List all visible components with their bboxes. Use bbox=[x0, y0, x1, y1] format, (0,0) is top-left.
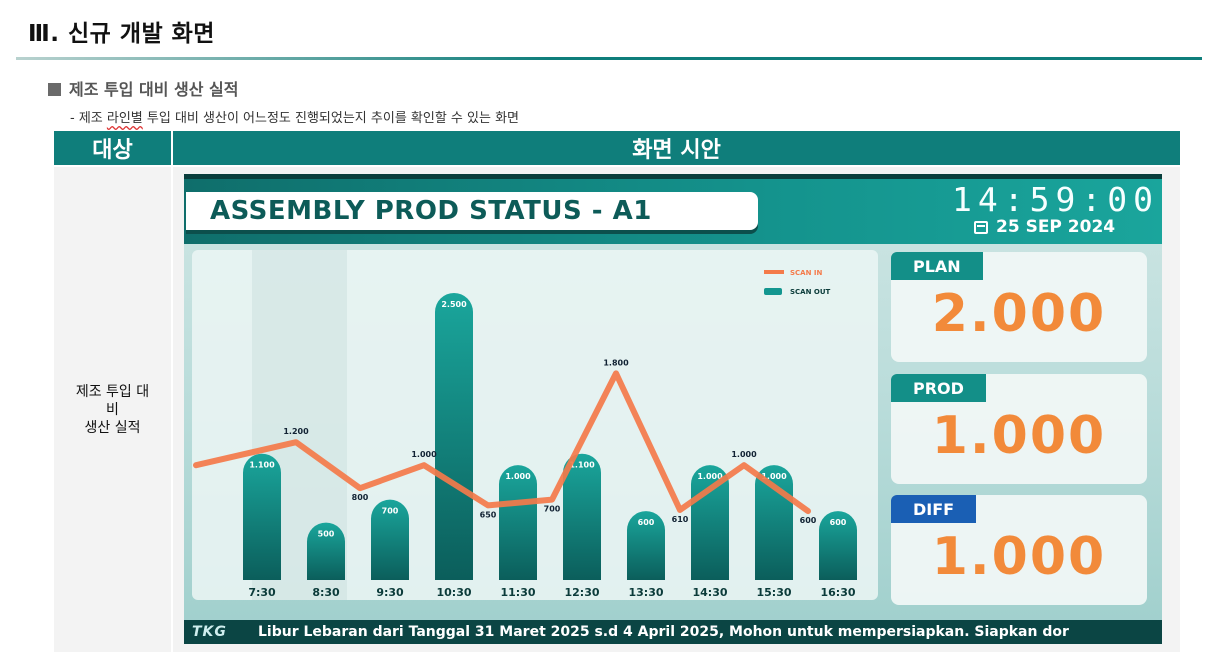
description: - 제조 라인별 투입 대비 생산이 어느정도 진행되었는지 추이를 확인할 수… bbox=[70, 107, 519, 126]
plan-label: PLAN bbox=[891, 252, 983, 280]
bar-16:30 bbox=[819, 511, 857, 580]
bar-8:30 bbox=[307, 522, 345, 580]
target-line-2: 비 bbox=[106, 401, 119, 418]
dashboard-clock: 14:59:00 bbox=[952, 180, 1159, 219]
dashboard-title: ASSEMBLY PROD STATUS - A1 bbox=[186, 192, 758, 230]
date-text: 25 SEP 2024 bbox=[996, 217, 1116, 237]
bar-15:30 bbox=[755, 465, 793, 580]
bar-11:30 bbox=[499, 465, 537, 580]
prod-value: 1.000 bbox=[931, 406, 1107, 466]
description-misspelled-word: 라인별 bbox=[106, 111, 143, 126]
plan-value: 2.000 bbox=[931, 284, 1107, 344]
diff-label: DIFF bbox=[891, 495, 977, 523]
tkg-logo: TKG bbox=[192, 623, 248, 641]
production-chart: 1.100 7:30 500 8:30 700 9:30 2.500 10:30 1.000 11… bbox=[193, 269, 857, 599]
bar-9:30 bbox=[371, 499, 409, 580]
description-suffix: 투입 대비 생산이 어느정도 진행되었는지 추이를 확인할 수 있는 화면 bbox=[142, 111, 519, 126]
diff-card: DIFF 1.000 bbox=[891, 495, 1147, 605]
x-tick-10:30: 10:30 bbox=[436, 586, 471, 599]
bar-10:30 bbox=[435, 292, 473, 580]
title-divider bbox=[16, 57, 1202, 60]
dashboard-top-strip bbox=[184, 174, 1162, 179]
table-cell-target: 제조 투입 대 비 생산 실적 bbox=[54, 167, 171, 652]
bar-label-7:30: 1.100 bbox=[249, 461, 275, 470]
x-tick-13:30: 13:30 bbox=[628, 586, 663, 599]
legend-scan-in-label: SCAN IN bbox=[790, 269, 822, 277]
dashboard-mockup: ASSEMBLY PROD STATUS - A1 14:59:00 25 SE… bbox=[184, 174, 1162, 644]
bar-label-11:30: 1.000 bbox=[505, 472, 531, 481]
bar-label-14:30: 1.000 bbox=[697, 472, 723, 481]
x-tick-7:30: 7:30 bbox=[248, 586, 276, 599]
line-label-11:30: 700 bbox=[544, 505, 561, 514]
line-label-7:30: 1.200 bbox=[283, 427, 309, 436]
x-tick-8:30: 8:30 bbox=[312, 586, 340, 599]
subsection-label: 제조 투입 대비 생산 실적 bbox=[69, 80, 239, 99]
target-line-1: 제조 투입 대 bbox=[75, 383, 150, 400]
table-header-target: 대상 bbox=[54, 131, 171, 165]
table-header-screen-draft: 화면 시안 bbox=[173, 131, 1180, 165]
diff-value: 1.000 bbox=[931, 527, 1107, 587]
x-tick-12:30: 12:30 bbox=[564, 586, 599, 599]
scan-in-line bbox=[193, 370, 811, 515]
line-label-10:30: 650 bbox=[480, 510, 497, 519]
calendar-icon bbox=[974, 220, 988, 234]
line-label-8:30: 800 bbox=[352, 493, 369, 502]
x-tick-16:30: 16:30 bbox=[820, 586, 855, 599]
bar-label-15:30: 1.000 bbox=[761, 472, 787, 481]
x-tick-14:30: 14:30 bbox=[692, 586, 727, 599]
x-tick-15:30: 15:30 bbox=[756, 586, 791, 599]
prod-card: PROD 1.000 bbox=[891, 374, 1147, 484]
line-label-9:30: 1.000 bbox=[411, 450, 437, 459]
description-prefix: - 제조 bbox=[70, 111, 107, 126]
legend-scan-out-swatch bbox=[764, 288, 782, 295]
bar-label-9:30: 700 bbox=[382, 507, 399, 516]
plan-card: PLAN 2.000 bbox=[891, 252, 1147, 362]
bar-label-16:30: 600 bbox=[830, 518, 847, 527]
chart-panel: 1.100 7:30 500 8:30 700 9:30 2.500 10:30 1.000 11… bbox=[192, 250, 878, 600]
line-label-12:30: 1.800 bbox=[603, 358, 629, 367]
ticker-bar: TKG Libur Lebaran dari Tanggal 31 Maret … bbox=[184, 620, 1162, 644]
prod-label: PROD bbox=[891, 374, 986, 402]
target-line-3: 생산 실적 bbox=[84, 419, 141, 436]
line-label-13:30: 610 bbox=[672, 515, 689, 524]
x-tick-11:30: 11:30 bbox=[500, 586, 535, 599]
line-label-15:30: 600 bbox=[800, 516, 817, 525]
bar-label-12:30: 1.100 bbox=[569, 461, 595, 470]
subsection-title: 제조 투입 대비 생산 실적 bbox=[48, 76, 238, 100]
ticker-text: Libur Lebaran dari Tanggal 31 Maret 2025… bbox=[258, 624, 1069, 640]
square-bullet-icon bbox=[48, 83, 61, 96]
bar-13:30 bbox=[627, 511, 665, 580]
x-tick-9:30: 9:30 bbox=[376, 586, 404, 599]
bar-label-8:30: 500 bbox=[318, 530, 335, 539]
section-title: Ⅲ. 신규 개발 화면 bbox=[28, 21, 215, 47]
legend-scan-out-label: SCAN OUT bbox=[790, 288, 831, 296]
bar-label-10:30: 2.500 bbox=[441, 300, 467, 309]
bar-label-13:30: 600 bbox=[638, 518, 655, 527]
bar-12:30 bbox=[563, 453, 601, 580]
line-label-14:30: 1.000 bbox=[731, 450, 757, 459]
dashboard-date: 25 SEP 2024 bbox=[974, 217, 1115, 237]
bar-7:30 bbox=[243, 453, 281, 580]
